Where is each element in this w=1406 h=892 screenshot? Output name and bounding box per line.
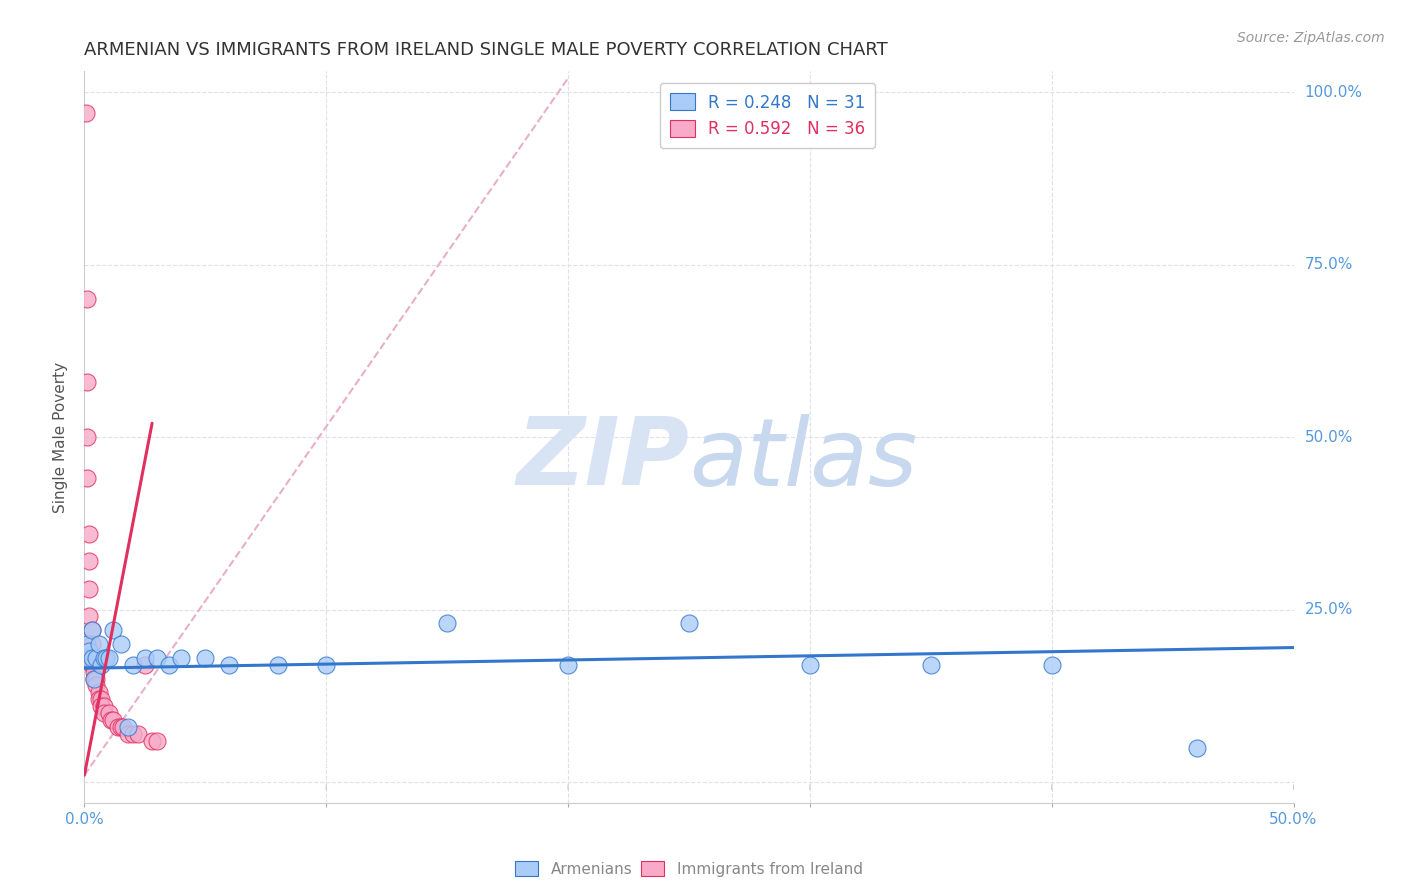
Point: [117, 720, 139, 734]
Text: Source: ZipAtlas.com: Source: ZipAtlas.com: [1237, 31, 1385, 45]
Point: [83, 665, 105, 679]
Point: [83, 672, 105, 686]
Point: [146, 651, 169, 665]
Point: [76, 637, 98, 651]
Point: [77, 582, 100, 596]
Point: [77, 609, 100, 624]
Point: [86, 672, 108, 686]
Point: [146, 733, 169, 747]
Point: [134, 651, 156, 665]
Point: [80, 651, 103, 665]
Text: 75.0%: 75.0%: [1305, 257, 1353, 272]
Point: [94, 651, 117, 665]
Point: [117, 727, 139, 741]
Point: [80, 624, 103, 638]
Point: [112, 720, 135, 734]
Point: [83, 672, 105, 686]
Point: [80, 657, 103, 672]
Point: [121, 727, 143, 741]
Point: [557, 657, 579, 672]
Point: [141, 733, 163, 747]
Point: [80, 637, 103, 651]
Point: [436, 616, 458, 631]
Point: [110, 637, 132, 651]
Text: ARMENIAN VS IMMIGRANTS FROM IRELAND SINGLE MALE POVERTY CORRELATION CHART: ARMENIAN VS IMMIGRANTS FROM IRELAND SING…: [84, 41, 889, 59]
Point: [194, 651, 217, 665]
Point: [1040, 657, 1063, 672]
Text: atlas: atlas: [689, 414, 917, 505]
Point: [107, 720, 129, 734]
Point: [93, 651, 115, 665]
Y-axis label: Single Male Poverty: Single Male Poverty: [53, 361, 69, 513]
Point: [83, 657, 105, 672]
Point: [121, 657, 143, 672]
Text: ZIP: ZIP: [516, 413, 689, 505]
Point: [103, 713, 125, 727]
Point: [87, 637, 110, 651]
Point: [76, 471, 98, 485]
Point: [87, 685, 110, 699]
Point: [678, 616, 700, 631]
Point: [103, 624, 125, 638]
Point: [86, 651, 108, 665]
Point: [93, 699, 115, 714]
Point: [86, 678, 108, 692]
Point: [799, 657, 821, 672]
Point: [76, 651, 98, 665]
Legend: Armenians, Immigrants from Ireland: Armenians, Immigrants from Ireland: [509, 855, 869, 883]
Point: [80, 624, 103, 638]
Point: [93, 706, 115, 720]
Point: [97, 706, 120, 720]
Point: [218, 657, 240, 672]
Point: [267, 657, 290, 672]
Point: [90, 699, 112, 714]
Text: 50.0%: 50.0%: [1305, 430, 1353, 444]
Point: [90, 692, 112, 706]
Point: [315, 657, 337, 672]
Point: [76, 430, 98, 444]
Text: 25.0%: 25.0%: [1305, 602, 1353, 617]
Point: [77, 644, 100, 658]
Point: [75, 105, 97, 120]
Text: 100.0%: 100.0%: [1305, 85, 1362, 100]
Point: [127, 727, 149, 741]
Point: [90, 657, 112, 672]
Point: [110, 720, 132, 734]
Point: [170, 651, 193, 665]
Point: [100, 713, 122, 727]
Point: [76, 375, 98, 389]
Point: [87, 692, 110, 706]
Point: [920, 657, 942, 672]
Point: [77, 526, 100, 541]
Point: [1185, 740, 1208, 755]
Point: [134, 657, 156, 672]
Point: [157, 657, 180, 672]
Point: [97, 651, 120, 665]
Point: [77, 554, 100, 568]
Point: [76, 292, 98, 306]
Point: [80, 651, 103, 665]
